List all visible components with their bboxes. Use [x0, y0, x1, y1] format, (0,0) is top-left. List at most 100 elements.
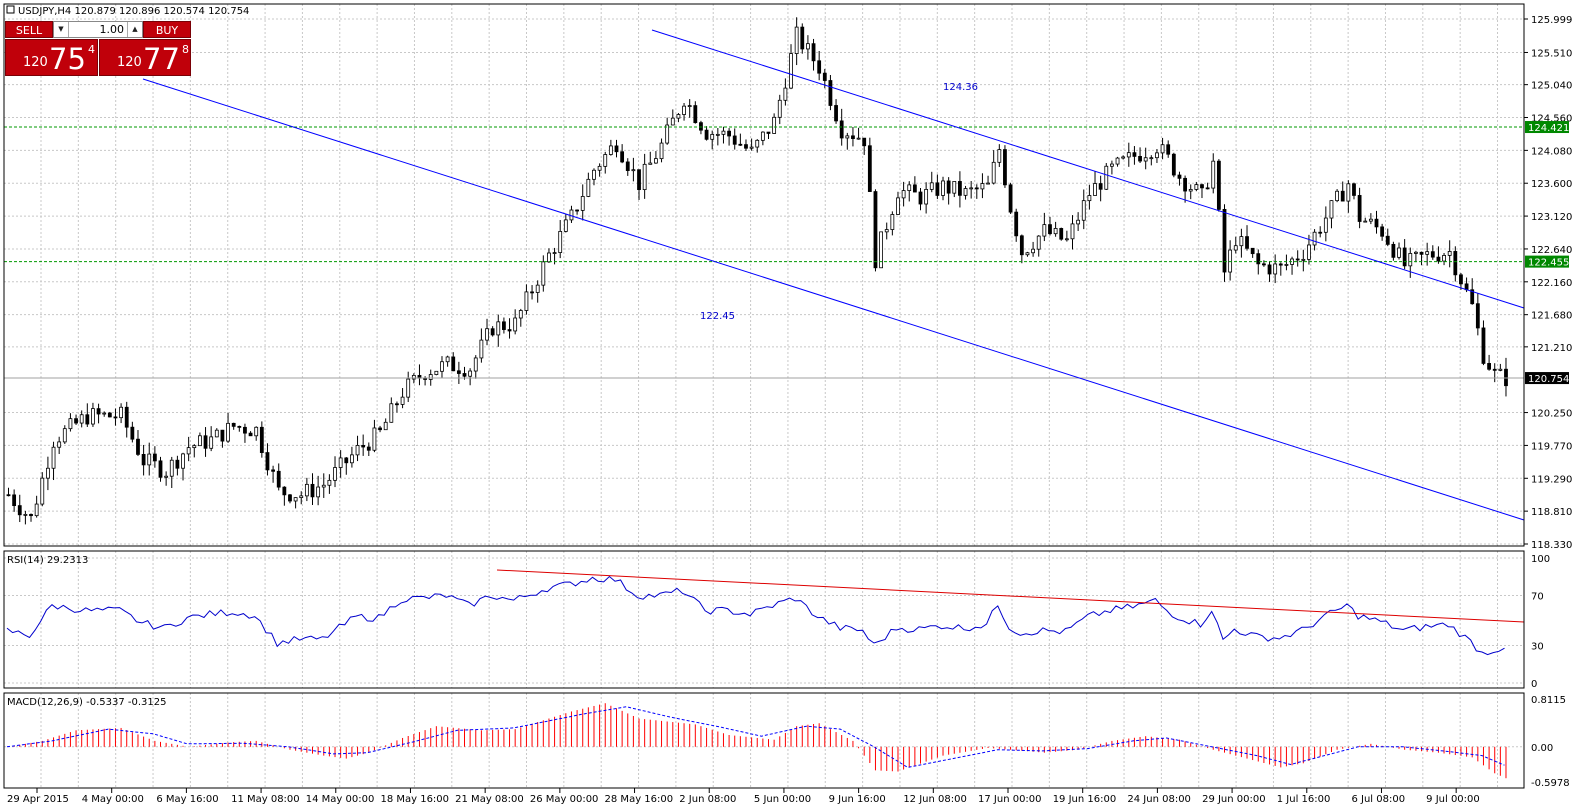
candle-body	[1059, 228, 1064, 240]
candle-body	[744, 144, 748, 149]
x-tick-label: 18 May 16:00	[380, 794, 449, 805]
candle-body	[946, 180, 951, 194]
candle-body	[1250, 247, 1255, 255]
candle-body	[1200, 184, 1204, 189]
candle-body	[1436, 256, 1441, 262]
candle-body	[552, 252, 557, 254]
candle-body	[935, 182, 940, 196]
candle-body	[79, 414, 84, 424]
candle-body	[395, 403, 399, 406]
sell-button[interactable]: SELL	[5, 21, 53, 38]
candle-body	[1475, 303, 1480, 329]
candle-body	[1048, 224, 1052, 235]
candle-body	[333, 467, 337, 481]
candle-body	[806, 43, 810, 50]
lot-size-value[interactable]: 1.00	[99, 23, 125, 36]
candle-body	[1166, 144, 1171, 155]
x-tick-label: 29 Jun 00:00	[1202, 794, 1266, 805]
candle-body	[530, 291, 534, 294]
candle-body	[592, 169, 596, 180]
candle-body	[507, 329, 512, 332]
price-tick-label: 125.999	[1531, 15, 1572, 26]
candle-body	[1014, 211, 1019, 237]
candle-body	[665, 124, 670, 144]
candle-body	[608, 145, 613, 155]
candle-body	[462, 373, 467, 377]
candle-body	[563, 219, 568, 232]
candle-body	[102, 412, 107, 415]
lot-decrease-arrow-icon[interactable]: ▼	[54, 22, 69, 37]
candle-body	[569, 209, 574, 221]
candle-body	[1447, 251, 1452, 256]
candle-body	[1363, 220, 1368, 223]
annotation-label: 122.45	[700, 311, 735, 322]
candle-body	[682, 105, 686, 115]
buy-button[interactable]: BUY	[143, 21, 191, 38]
one-click-trading-panel: SELL ▼ 1.00 ▲ BUY 120 75 4 120 77 8	[5, 21, 191, 76]
rsi-tick-label: 30	[1531, 642, 1544, 653]
price-pane-frame	[3, 3, 1525, 547]
rsi-line	[6, 575, 1505, 656]
candle-body	[327, 479, 332, 486]
candle-body	[839, 120, 844, 139]
candle-body	[575, 209, 579, 212]
candle-body	[338, 457, 343, 468]
candle-body	[1307, 244, 1311, 260]
candle-body	[1104, 165, 1109, 190]
candle-body	[434, 370, 439, 375]
level-price-label: 122.455	[1528, 258, 1569, 269]
trendline-lower	[142, 78, 1525, 521]
x-tick-label: 14 May 00:00	[306, 794, 375, 805]
candle-body	[1053, 228, 1058, 235]
x-tick-label: 6 Jul 08:00	[1351, 794, 1405, 805]
candle-body	[1368, 218, 1373, 222]
candle-body	[389, 403, 394, 423]
candle-body	[1115, 157, 1120, 165]
candle-body	[1019, 235, 1024, 256]
candle-body	[40, 477, 45, 505]
candle-body	[907, 184, 912, 191]
price-tick-label: 124.080	[1531, 146, 1572, 157]
candle-body	[1385, 235, 1390, 245]
lot-increase-arrow-icon[interactable]: ▲	[127, 22, 142, 37]
x-tick-label: 6 May 16:00	[156, 794, 218, 805]
buy-price-box[interactable]: 120 77 8	[99, 39, 191, 76]
price-tick-label: 118.330	[1531, 540, 1572, 551]
candle-body	[1194, 184, 1199, 190]
rsi-pane-frame	[3, 550, 1525, 689]
price-tick-label: 119.290	[1531, 474, 1572, 485]
candle-body	[1245, 236, 1249, 249]
trendline-upper	[651, 29, 1525, 309]
macd-tick-label: -0.5978	[1531, 778, 1570, 789]
candle-body	[789, 53, 793, 89]
candle-body	[1397, 247, 1401, 258]
lot-size-input[interactable]: ▼ 1.00 ▲	[53, 21, 143, 38]
candle-body	[991, 161, 996, 184]
candle-body	[1470, 289, 1475, 305]
candle-body	[822, 72, 827, 81]
candle-body	[468, 370, 473, 377]
candle-body	[152, 453, 157, 462]
candle-body	[1036, 235, 1041, 250]
price-tick-label: 120.250	[1531, 409, 1572, 420]
candle-body	[299, 495, 304, 499]
candle-body	[293, 497, 298, 502]
sell-price-main: 75	[49, 42, 86, 76]
candle-body	[732, 135, 737, 145]
candle-body	[214, 429, 219, 438]
candle-body	[1211, 160, 1216, 189]
candle-body	[941, 180, 945, 196]
candle-body	[766, 131, 771, 134]
candle-body	[1171, 153, 1176, 176]
candle-body	[406, 378, 411, 398]
candle-body	[1256, 253, 1261, 265]
sell-price-box[interactable]: 120 75 4	[5, 39, 98, 76]
candle-body	[74, 418, 78, 424]
candle-body	[1155, 152, 1159, 159]
candle-body	[107, 412, 112, 418]
candle-body	[1419, 251, 1424, 255]
candle-body	[1121, 156, 1126, 159]
candle-body	[1262, 263, 1266, 266]
candle-body	[119, 406, 123, 419]
